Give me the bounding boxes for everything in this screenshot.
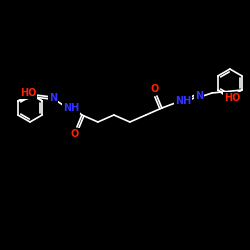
Text: NH: NH <box>63 103 79 113</box>
Text: HO: HO <box>20 88 36 98</box>
Text: HO: HO <box>224 93 241 103</box>
Text: O: O <box>71 129 79 139</box>
Text: N: N <box>195 91 203 101</box>
Text: O: O <box>151 84 159 94</box>
Text: N: N <box>49 93 57 103</box>
Text: NH: NH <box>175 96 191 106</box>
